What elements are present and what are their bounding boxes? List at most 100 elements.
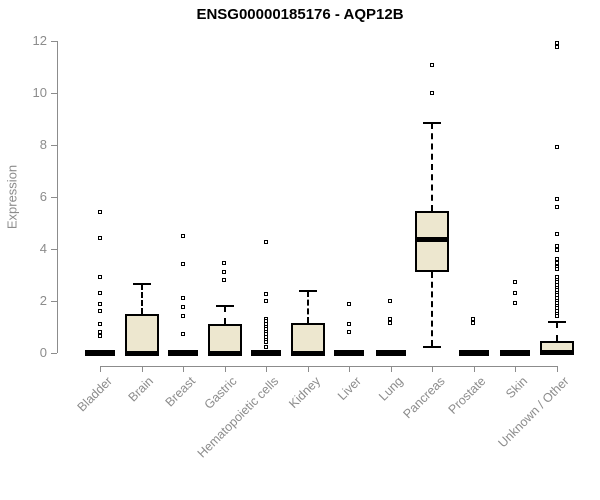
outlier-point (388, 298, 393, 303)
outlier-point (554, 197, 559, 202)
y-tick (51, 41, 57, 42)
x-tick (349, 366, 351, 372)
whisker-cap (298, 289, 317, 292)
y-tick-label: 10 (32, 85, 47, 100)
upper-whisker (306, 290, 309, 324)
x-tick (307, 366, 309, 372)
y-axis-line (57, 41, 58, 353)
x-tick-label: Liver (335, 374, 365, 404)
lower-whisker (431, 272, 434, 347)
outlier-point (554, 314, 559, 319)
upper-whisker (223, 306, 226, 325)
x-tick-label: Gastric (201, 374, 240, 412)
outlier-point (180, 262, 185, 267)
x-tick-label: Brain (125, 374, 157, 405)
outlier-point (180, 305, 185, 309)
outlier-point (512, 280, 517, 285)
outlier-point (554, 232, 559, 237)
x-tick (432, 366, 434, 372)
x-axis-line (100, 366, 558, 367)
x-tick (557, 366, 558, 372)
y-tick (51, 301, 57, 302)
outlier-point (554, 41, 559, 46)
upper-whisker (556, 321, 558, 342)
outlier-point (346, 302, 351, 307)
whisker-cap (548, 320, 566, 323)
outlier-point (554, 256, 559, 261)
x-tick (100, 366, 101, 372)
outlier-point (554, 145, 559, 150)
x-tick-label: Pancreas (400, 374, 448, 422)
box (207, 324, 242, 353)
upper-whisker (140, 284, 143, 314)
collapsed-box (458, 350, 489, 356)
y-tick-label: 8 (39, 137, 47, 152)
outlier-point (388, 316, 393, 321)
x-tick (515, 366, 517, 372)
outlier-point (429, 90, 434, 95)
outlier-point (222, 277, 227, 282)
x-tick-label: Prostate (445, 374, 489, 417)
whisker-cap (423, 345, 442, 348)
x-tick (141, 366, 143, 372)
x-tick (266, 366, 268, 372)
y-tick (51, 145, 57, 146)
outlier-point (554, 243, 559, 248)
y-tick-label: 12 (32, 33, 47, 48)
box (124, 314, 159, 353)
outlier-point (346, 329, 351, 334)
outlier-point (471, 316, 476, 321)
x-tick-label: Skin (503, 374, 531, 402)
x-tick-label: Breast (162, 374, 198, 410)
outlier-point (554, 267, 559, 272)
outlier-point (554, 247, 559, 252)
box (415, 211, 450, 273)
x-tick-label: Hematopoietic cells (194, 374, 282, 461)
outlier-point (554, 45, 559, 49)
outlier-point (512, 290, 517, 295)
collapsed-box (251, 350, 282, 356)
collapsed-box (334, 350, 365, 356)
chart-title: ENSG00000185176 - AQP12B (196, 6, 404, 23)
outlier-point (180, 295, 185, 300)
outlier-point (97, 275, 102, 280)
whisker-cap (423, 121, 442, 124)
x-tick (390, 366, 392, 372)
y-tick-label: 6 (39, 189, 47, 204)
median-line (540, 349, 574, 355)
y-tick (51, 197, 57, 198)
y-tick-label: 2 (39, 293, 47, 308)
y-tick (51, 249, 57, 250)
outlier-point (180, 332, 185, 337)
x-tick-label: Lung (376, 374, 406, 404)
outlier-point (346, 321, 351, 326)
median-line (124, 351, 159, 356)
outlier-point (429, 63, 434, 68)
outlier-point (471, 320, 476, 325)
y-tick-label: 0 (39, 345, 47, 360)
box (290, 323, 325, 353)
outlier-point (97, 236, 102, 241)
x-tick (224, 366, 226, 372)
x-tick (183, 366, 185, 372)
outlier-point (263, 298, 268, 303)
whisker-cap (132, 283, 151, 286)
y-tick (51, 353, 57, 354)
outlier-point (97, 321, 102, 326)
x-tick-label: Kidney (285, 374, 323, 411)
outlier-point (97, 290, 102, 295)
collapsed-box (168, 350, 199, 356)
outlier-point (263, 345, 268, 350)
outlier-point (263, 340, 268, 345)
y-tick (51, 93, 57, 94)
outlier-point (180, 314, 185, 319)
collapsed-box (85, 350, 115, 356)
whisker-cap (215, 305, 234, 308)
outlier-point (512, 301, 517, 306)
upper-whisker (431, 122, 434, 212)
outlier-point (388, 320, 393, 325)
collapsed-box (375, 350, 406, 356)
outlier-point (222, 269, 227, 274)
x-tick-label: Bladder (74, 374, 115, 415)
